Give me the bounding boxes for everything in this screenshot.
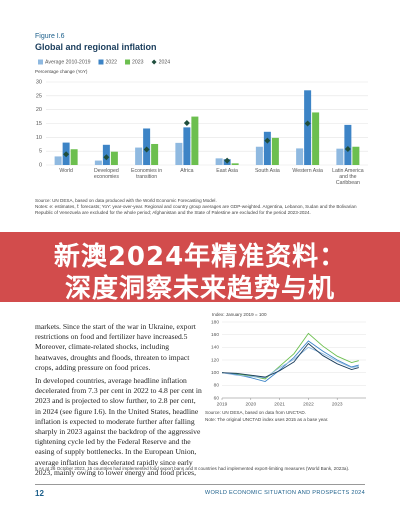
bar: [183, 127, 191, 165]
bar: [54, 156, 62, 165]
line: [221, 340, 359, 383]
bar: [255, 146, 263, 165]
x-tick-label: 2020: [245, 401, 256, 407]
note: Note: The original UNCTAD index uses 201…: [205, 417, 329, 422]
x-tick-label: 2022: [303, 401, 314, 407]
footer-rule: [35, 484, 365, 485]
footnote: 5 As at 26 October 2023, 15 countries ha…: [35, 466, 350, 471]
note: Notes: e: estimates, f: forecasts; YoY: …: [35, 204, 357, 215]
legend-label: 2024: [159, 60, 171, 66]
x-tick-label: 2023: [332, 401, 343, 407]
y-tick-label: 100: [211, 370, 219, 376]
x-tick-label: Africa: [180, 168, 194, 174]
y-axis-label: Index: January 2019 = 100: [212, 312, 267, 317]
legend-label: Average 2010-2019: [45, 60, 91, 66]
diamond-marker: [103, 154, 110, 161]
x-tick-label: Western Asia: [292, 168, 323, 174]
y-tick-label: 160: [211, 332, 219, 338]
diamond-marker: [143, 146, 150, 153]
y-tick-label: 25: [36, 93, 42, 99]
bar: [263, 131, 271, 165]
legend-swatch: [151, 59, 157, 65]
bar: [110, 151, 118, 165]
bar: [296, 148, 304, 165]
diamond-marker: [63, 151, 70, 158]
bar: [336, 148, 344, 165]
bar: [231, 163, 239, 165]
x-tick-label: East Asia: [216, 168, 238, 174]
diamond-marker: [344, 145, 351, 152]
bar: [271, 137, 279, 165]
y-tick-label: 0: [39, 162, 42, 168]
paragraph: In developed countries, average headline…: [35, 376, 202, 477]
bar: [135, 147, 143, 165]
y-tick-label: 20: [36, 107, 42, 113]
source: Source: UN DESA, based on data produced …: [35, 198, 217, 203]
page-number: 12: [35, 489, 44, 498]
y-tick-label: 10: [36, 135, 42, 141]
y-tick-label: 15: [36, 121, 42, 127]
bar: [344, 124, 352, 165]
bar: [352, 146, 360, 165]
y-tick-label: 180: [211, 319, 219, 325]
bar: [312, 112, 320, 165]
x-tick-label: World: [59, 168, 73, 174]
x-tick-label: 2019: [217, 401, 228, 407]
diamond-marker: [304, 120, 311, 127]
diamond-marker: [224, 157, 231, 164]
x-tick-label: Economies in transition: [131, 168, 163, 180]
legend-label: 2022: [105, 60, 117, 66]
legend-label: 2023: [132, 60, 144, 66]
line: [221, 342, 359, 378]
bar: [215, 158, 223, 165]
line: [221, 346, 359, 379]
paragraph: markets. Since the start of the war in U…: [35, 322, 196, 372]
diamond-marker: [183, 119, 190, 126]
bar: [94, 160, 102, 165]
diamond-marker: [264, 137, 271, 144]
footer-title: WORLD ECONOMIC SITUATION AND PROSPECTS 2…: [204, 490, 365, 496]
bar: [151, 143, 159, 165]
y-tick-label: 30: [36, 79, 42, 85]
bar: [175, 142, 183, 165]
figure-label: Figure I.6: [35, 33, 65, 40]
x-tick-label: 2021: [274, 401, 285, 407]
legend-swatch: [98, 59, 104, 65]
y-tick-label: 5: [39, 149, 42, 155]
legend-swatch: [38, 59, 43, 65]
y-tick-label: 80: [214, 383, 220, 389]
y-tick-label: 120: [211, 357, 219, 363]
banner-line: 深度洞察未来趋势与机: [64, 274, 335, 304]
y-tick-label: 140: [211, 345, 219, 351]
x-tick-label: South Asia: [254, 168, 280, 174]
bar: [304, 90, 312, 165]
figure-title: Global and regional inflation: [35, 42, 157, 52]
x-tick-label: Developed economies: [93, 168, 119, 180]
line: [221, 332, 359, 380]
x-tick-label: Latin America and the Caribbean: [332, 168, 364, 186]
y-tick-label: 60: [214, 395, 220, 401]
banner-line: 新澳2024年精准资料：: [53, 242, 347, 272]
banner: 新澳2024年精准资料： 深度洞察未来趋势与机: [0, 232, 400, 304]
y-axis-label: Percentage change (YoY): [35, 69, 88, 74]
source: Source: UN DESA, based on data from UNCT…: [205, 410, 307, 415]
bar: [70, 149, 78, 165]
legend-swatch: [125, 59, 131, 65]
bar: [191, 116, 199, 165]
